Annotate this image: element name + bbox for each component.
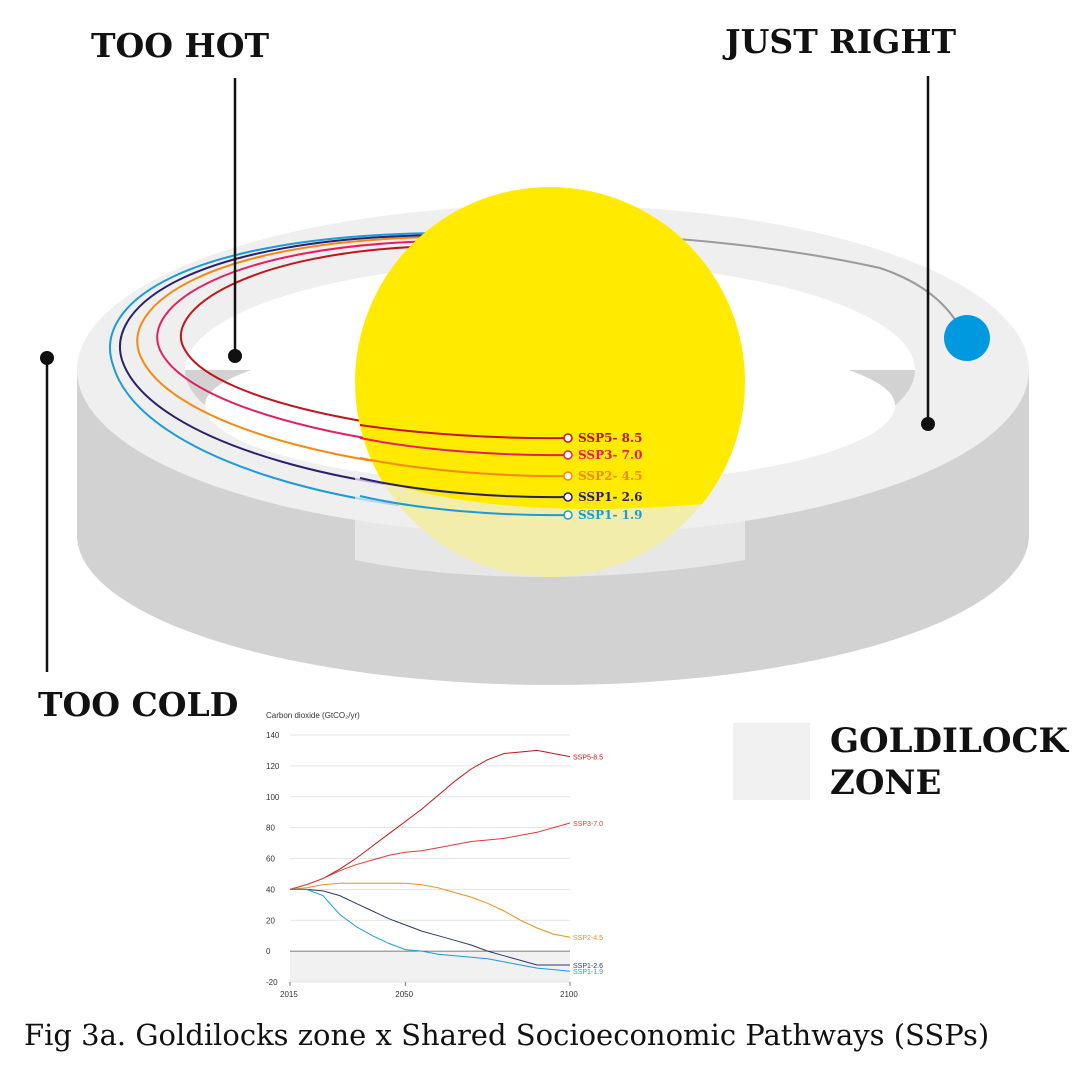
goldilock-zone-legend: GOLDILOCK ZONE [830, 720, 1068, 804]
chart-series-line [289, 882, 571, 938]
chart-y-tick-label: 100 [266, 793, 280, 802]
chart-y-tick-label: 20 [266, 916, 275, 925]
ssp-markers: SSP5- 8.5 SSP3- 7.0 SSP2- 4.5 SSP1- 2.6 … [563, 431, 642, 522]
just-right-dot [921, 417, 935, 431]
goldilock-zone-swatch [733, 723, 810, 800]
figure-caption: Fig 3a. Goldilocks zone x Shared Socioec… [24, 1018, 990, 1052]
ssp5-label: SSP5- 8.5 [578, 431, 642, 445]
ssp3-label: SSP3- 7.0 [578, 448, 642, 462]
ssp2-label: SSP2- 4.5 [578, 469, 642, 483]
too-cold-label: TOO COLD [38, 685, 238, 724]
chart-series-line [290, 888, 570, 966]
chart-series-label: SSP1-1.9 [573, 969, 603, 976]
chart-x-ticks: 2015 2050 2100 [280, 982, 578, 999]
chart-series-label: SSP5-8.5 [573, 755, 603, 762]
ssp2-marker [563, 471, 573, 481]
ring-front-overlay [355, 470, 745, 577]
ssp1-26-marker [563, 492, 573, 502]
too-cold-dot [40, 351, 54, 365]
ssp1-19-orbit-front [359, 495, 569, 517]
chart-y-tick-label: 120 [266, 762, 280, 771]
callout-leaders [40, 76, 935, 672]
chart-grid: 140 120 100 80 60 40 20 0 -20 [266, 731, 570, 987]
ssp3-orbit-front [359, 437, 569, 457]
legend-line-1: GOLDILOCK [830, 721, 1069, 761]
ssp2-orbit-front [359, 457, 569, 478]
chart-y-tick-label: 40 [266, 885, 275, 894]
chart-x-tick-label: 2015 [280, 990, 298, 999]
chart-title: Carbon dioxide (GtCO₂/yr) [266, 711, 360, 720]
chart-y-tick-label: 0 [266, 947, 271, 956]
just-right-label: JUST RIGHT [722, 22, 956, 61]
ssp1-19-label: SSP1- 1.9 [578, 508, 642, 522]
ssp1-26-label: SSP1- 2.6 [578, 490, 642, 504]
chart-y-tick-label: -20 [266, 978, 278, 987]
ssp3-marker [563, 450, 573, 460]
chart-negative-band [290, 951, 570, 982]
too-hot-dot [228, 349, 242, 363]
chart-series-label: SSP2-4.5 [573, 935, 603, 942]
ssp1-26-orbit-front [359, 477, 569, 499]
chart-y-tick-label: 140 [266, 731, 280, 740]
chart-series [289, 749, 571, 972]
chart-y-tick-label: 60 [266, 855, 275, 864]
chart-series-label: SSP3-7.0 [573, 821, 603, 828]
ssp1-19-marker [563, 510, 573, 520]
ssp-orbits-front [359, 424, 569, 517]
chart-y-tick-label: 80 [266, 824, 275, 833]
co2-emissions-chart: Carbon dioxide (GtCO₂/yr) 140 120 100 80 60 4… [266, 711, 603, 999]
chart-series-label: SSP1-2.6 [573, 963, 603, 970]
chart-series-line [290, 888, 571, 972]
chart-series-line [289, 749, 571, 890]
planet [944, 315, 990, 361]
ssp5-marker [563, 433, 573, 443]
chart-series-line [289, 822, 571, 890]
sun [355, 187, 745, 577]
ssp5-orbit-front [359, 424, 569, 440]
legend-line-2: ZONE [830, 763, 942, 803]
chart-x-tick-label: 2100 [560, 990, 578, 999]
too-hot-label: TOO HOT [91, 26, 269, 65]
chart-x-tick-label: 2050 [395, 990, 413, 999]
